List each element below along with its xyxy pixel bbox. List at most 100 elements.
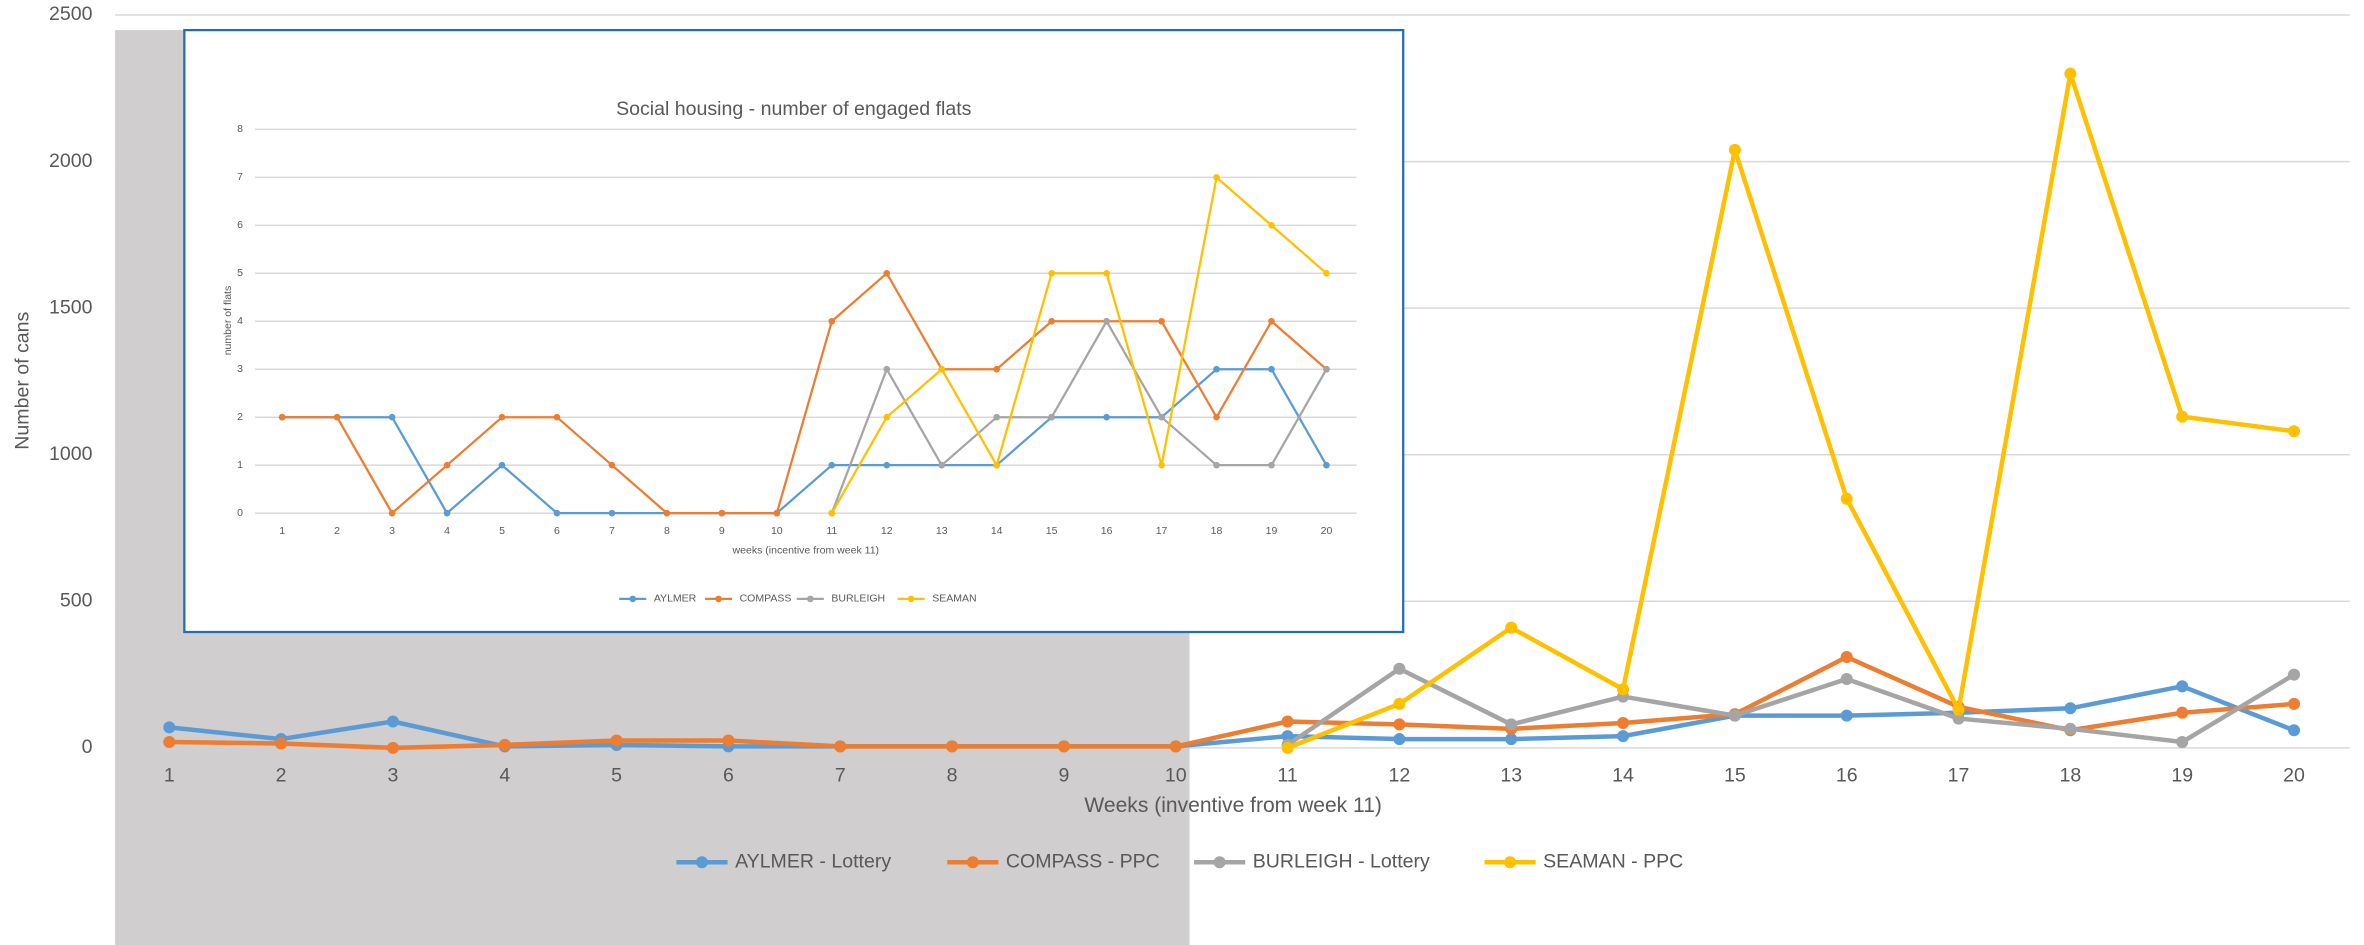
data-point (1617, 716, 1630, 729)
y-tick-label: 8 (237, 123, 243, 135)
x-tick-label: 2 (334, 525, 340, 537)
series-line (830, 320, 1328, 514)
data-point (1048, 269, 1055, 277)
series-line (1286, 71, 2295, 750)
x-tick-label: 3 (389, 525, 395, 537)
data-point (2176, 680, 2189, 693)
y-tick-label: 1 (237, 459, 243, 471)
data-point (1617, 683, 1630, 696)
legend-label: SEAMAN (932, 593, 976, 605)
data-point (163, 735, 176, 749)
data-point (773, 509, 781, 517)
data-point (1728, 709, 1741, 722)
data-point (610, 734, 623, 747)
data-point (2176, 410, 2189, 423)
data-point (722, 734, 735, 747)
data-point (1505, 621, 1518, 634)
data-point (1393, 733, 1406, 746)
y-tick-label: 3 (237, 363, 243, 375)
legend-marker (907, 595, 915, 603)
x-tick-label: 17 (1156, 525, 1168, 537)
data-point (1323, 365, 1330, 373)
x-tick-label: 3 (388, 765, 399, 787)
data-point (1213, 365, 1220, 373)
data-point (828, 461, 836, 469)
data-point (1840, 672, 1853, 686)
x-tick-label: 15 (1724, 765, 1746, 787)
y-tick-label: 6 (237, 219, 243, 231)
y-tick-label: 0 (82, 736, 93, 758)
x-tick-label: 19 (1266, 525, 1278, 537)
x-tick-label: 18 (2059, 765, 2081, 787)
data-point (498, 461, 506, 469)
data-point (938, 365, 946, 373)
data-point (1952, 703, 1965, 716)
data-point (1281, 741, 1294, 754)
y-tick-label: 4 (237, 315, 243, 327)
legend-marker (1504, 856, 1517, 869)
x-tick-label: 13 (936, 525, 948, 537)
x-tick-label: 5 (499, 525, 505, 537)
legend-label: BURLEIGH (831, 593, 885, 605)
x-axis-label: Weeks (inventive from week 11) (1084, 794, 1382, 817)
data-point (2288, 697, 2301, 710)
data-point (663, 509, 671, 517)
x-tick-label: 2 (276, 765, 287, 787)
data-point (1617, 730, 1630, 743)
series-line (169, 654, 2295, 751)
x-tick-label: 7 (835, 765, 846, 787)
x-tick-label: 11 (1277, 765, 1297, 787)
data-point (278, 413, 286, 421)
legend-marker (695, 856, 708, 869)
data-point (1840, 709, 1853, 722)
data-point (883, 269, 891, 277)
y-tick-label: 2500 (49, 3, 93, 25)
data-point (834, 740, 847, 753)
data-point (1393, 662, 1406, 675)
x-tick-label: 9 (719, 525, 725, 537)
series-line (830, 176, 1328, 514)
x-tick-label: 20 (1321, 525, 1333, 537)
x-tick-label: 16 (1101, 525, 1113, 537)
series-line (282, 368, 1328, 515)
data-point (2064, 722, 2077, 735)
y-tick-label: 500 (60, 589, 93, 611)
legend-marker (807, 595, 814, 603)
data-point (1213, 174, 1220, 181)
data-point (883, 461, 891, 469)
data-point (608, 461, 616, 469)
y-tick-label: 1000 (49, 443, 93, 465)
y-axis-label: number of flats (222, 286, 234, 356)
x-axis-label: weeks (incentive from week 11) (732, 545, 880, 557)
data-point (938, 461, 946, 469)
legend-marker (966, 856, 979, 869)
data-point (1103, 413, 1110, 421)
x-tick-label: 15 (1046, 525, 1058, 537)
x-tick-label: 18 (1211, 525, 1223, 537)
data-point (1323, 461, 1330, 469)
x-tick-label: 7 (609, 525, 615, 537)
data-point (333, 413, 341, 421)
x-tick-label: 6 (723, 765, 734, 787)
data-point (2288, 425, 2301, 438)
x-tick-label: 4 (499, 765, 510, 787)
x-tick-label: 13 (1500, 765, 1522, 787)
x-tick-label: 1 (164, 765, 175, 787)
y-tick-label: 1500 (49, 296, 93, 318)
data-point (1158, 461, 1165, 469)
data-point (1158, 317, 1165, 325)
data-point (1213, 413, 1220, 421)
data-point (883, 413, 891, 421)
x-tick-label: 9 (1058, 765, 1069, 787)
data-point (2064, 702, 2077, 715)
data-point (1505, 718, 1518, 731)
data-point (1268, 461, 1275, 469)
x-tick-label: 8 (947, 765, 958, 787)
data-point (1840, 492, 1853, 505)
x-tick-label: 14 (991, 525, 1003, 537)
data-point (443, 461, 451, 469)
data-point (1103, 317, 1110, 325)
data-point (1213, 461, 1220, 469)
x-tick-label: 5 (611, 765, 622, 787)
chart-title: Social housing - number of engaged flats (616, 98, 972, 120)
